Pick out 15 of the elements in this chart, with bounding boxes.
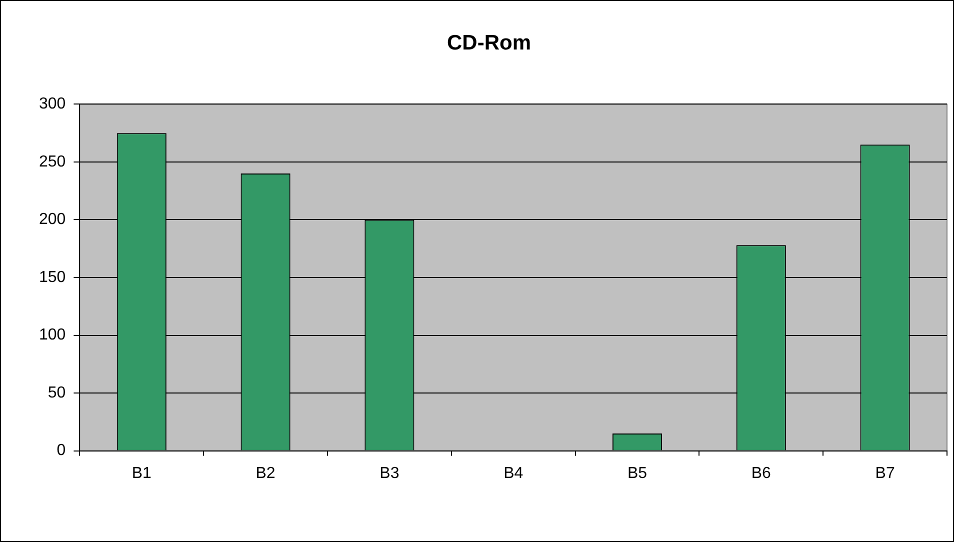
y-tick-label: 50	[48, 384, 66, 402]
y-tick-label: 150	[38, 268, 66, 286]
y-tick-label: 300	[38, 96, 66, 113]
x-tick-label: B5	[627, 464, 648, 482]
y-tick-label: 0	[56, 442, 66, 460]
chart-title: CD-Rom	[447, 31, 531, 54]
x-tick-label: B1	[132, 464, 152, 482]
x-tick-label: B6	[751, 464, 772, 482]
x-tick-label: B7	[875, 464, 895, 482]
x-tick-label: B3	[380, 464, 400, 482]
y-tick-label: 200	[38, 211, 66, 228]
x-tick-label: B4	[504, 464, 524, 482]
y-tick-label: 100	[38, 326, 66, 344]
x-tick-label: B2	[256, 464, 276, 482]
y-tick-label: 250	[38, 153, 66, 170]
